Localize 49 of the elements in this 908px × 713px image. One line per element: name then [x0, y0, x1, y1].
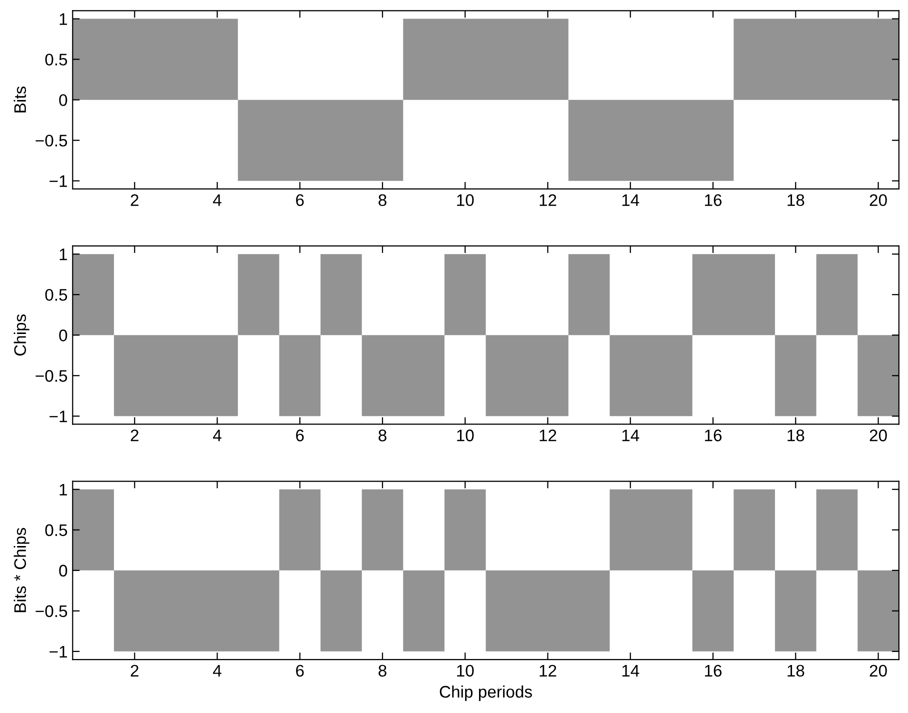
y-tick-label: 0.5 — [45, 54, 68, 66]
x-tick-label: 12 — [540, 664, 556, 676]
x-tick-label: 10 — [457, 664, 474, 677]
x-tick-label: 14 — [622, 430, 640, 442]
y-tick-label: 0 — [59, 330, 68, 342]
x-tick-label: 14 — [622, 194, 640, 206]
y-tick-label: −1 — [50, 646, 67, 658]
x-tick-label: 2 — [130, 194, 138, 206]
x-tick-label: 12 — [540, 194, 556, 206]
y-tick-label: 1 — [60, 13, 67, 25]
x-tick-label: 16 — [705, 430, 722, 442]
x-tick-label: 6 — [296, 194, 304, 206]
y-tick-label: −0.5 — [36, 605, 68, 618]
y-tick-label: 0.5 — [45, 289, 68, 301]
x-tick-label: 6 — [296, 664, 304, 677]
x-tick-label: 14 — [622, 665, 640, 676]
x-tick-label: 2 — [130, 664, 138, 676]
x-tick-label: 6 — [296, 430, 304, 442]
x-tick-label: 16 — [705, 194, 722, 206]
x-axis-title: Chip periods — [440, 685, 532, 702]
x-tick-label: 20 — [870, 430, 887, 442]
x-tick-label: 16 — [705, 664, 722, 677]
x-tick-label: 4 — [212, 665, 222, 676]
x-tick-label: 8 — [378, 664, 386, 677]
y-tick-label: 0.5 — [45, 524, 68, 536]
x-tick-label: 2 — [130, 430, 138, 442]
x-tick-label: 12 — [540, 430, 556, 442]
x-tick-label: 20 — [870, 194, 887, 206]
x-tick-label: 8 — [378, 430, 386, 442]
y-axis-title: Bits * Chips — [14, 528, 30, 612]
y-axis-title: Bits — [14, 86, 26, 112]
x-tick-label: 10 — [457, 430, 474, 442]
y-tick-label: −0.5 — [36, 134, 68, 147]
y-tick-label: 1 — [60, 248, 67, 260]
x-tick-label: 4 — [212, 430, 222, 442]
x-tick-label: 4 — [212, 194, 222, 206]
x-tick-label: 18 — [788, 664, 804, 677]
y-tick-label: −1 — [50, 175, 67, 187]
x-tick-label: 18 — [788, 194, 804, 206]
y-tick-label: −0.5 — [36, 370, 68, 382]
x-tick-label: 18 — [788, 430, 804, 442]
x-tick-label: 8 — [378, 194, 386, 206]
x-tick-label: 20 — [870, 664, 887, 677]
x-tick-label: 10 — [457, 194, 474, 206]
y-tick-label: 0 — [59, 94, 68, 106]
y-tick-label: 0 — [59, 564, 68, 577]
y-tick-label: 1 — [60, 484, 67, 496]
y-tick-label: −1 — [50, 410, 67, 422]
y-axis-title: Chips — [14, 314, 30, 356]
